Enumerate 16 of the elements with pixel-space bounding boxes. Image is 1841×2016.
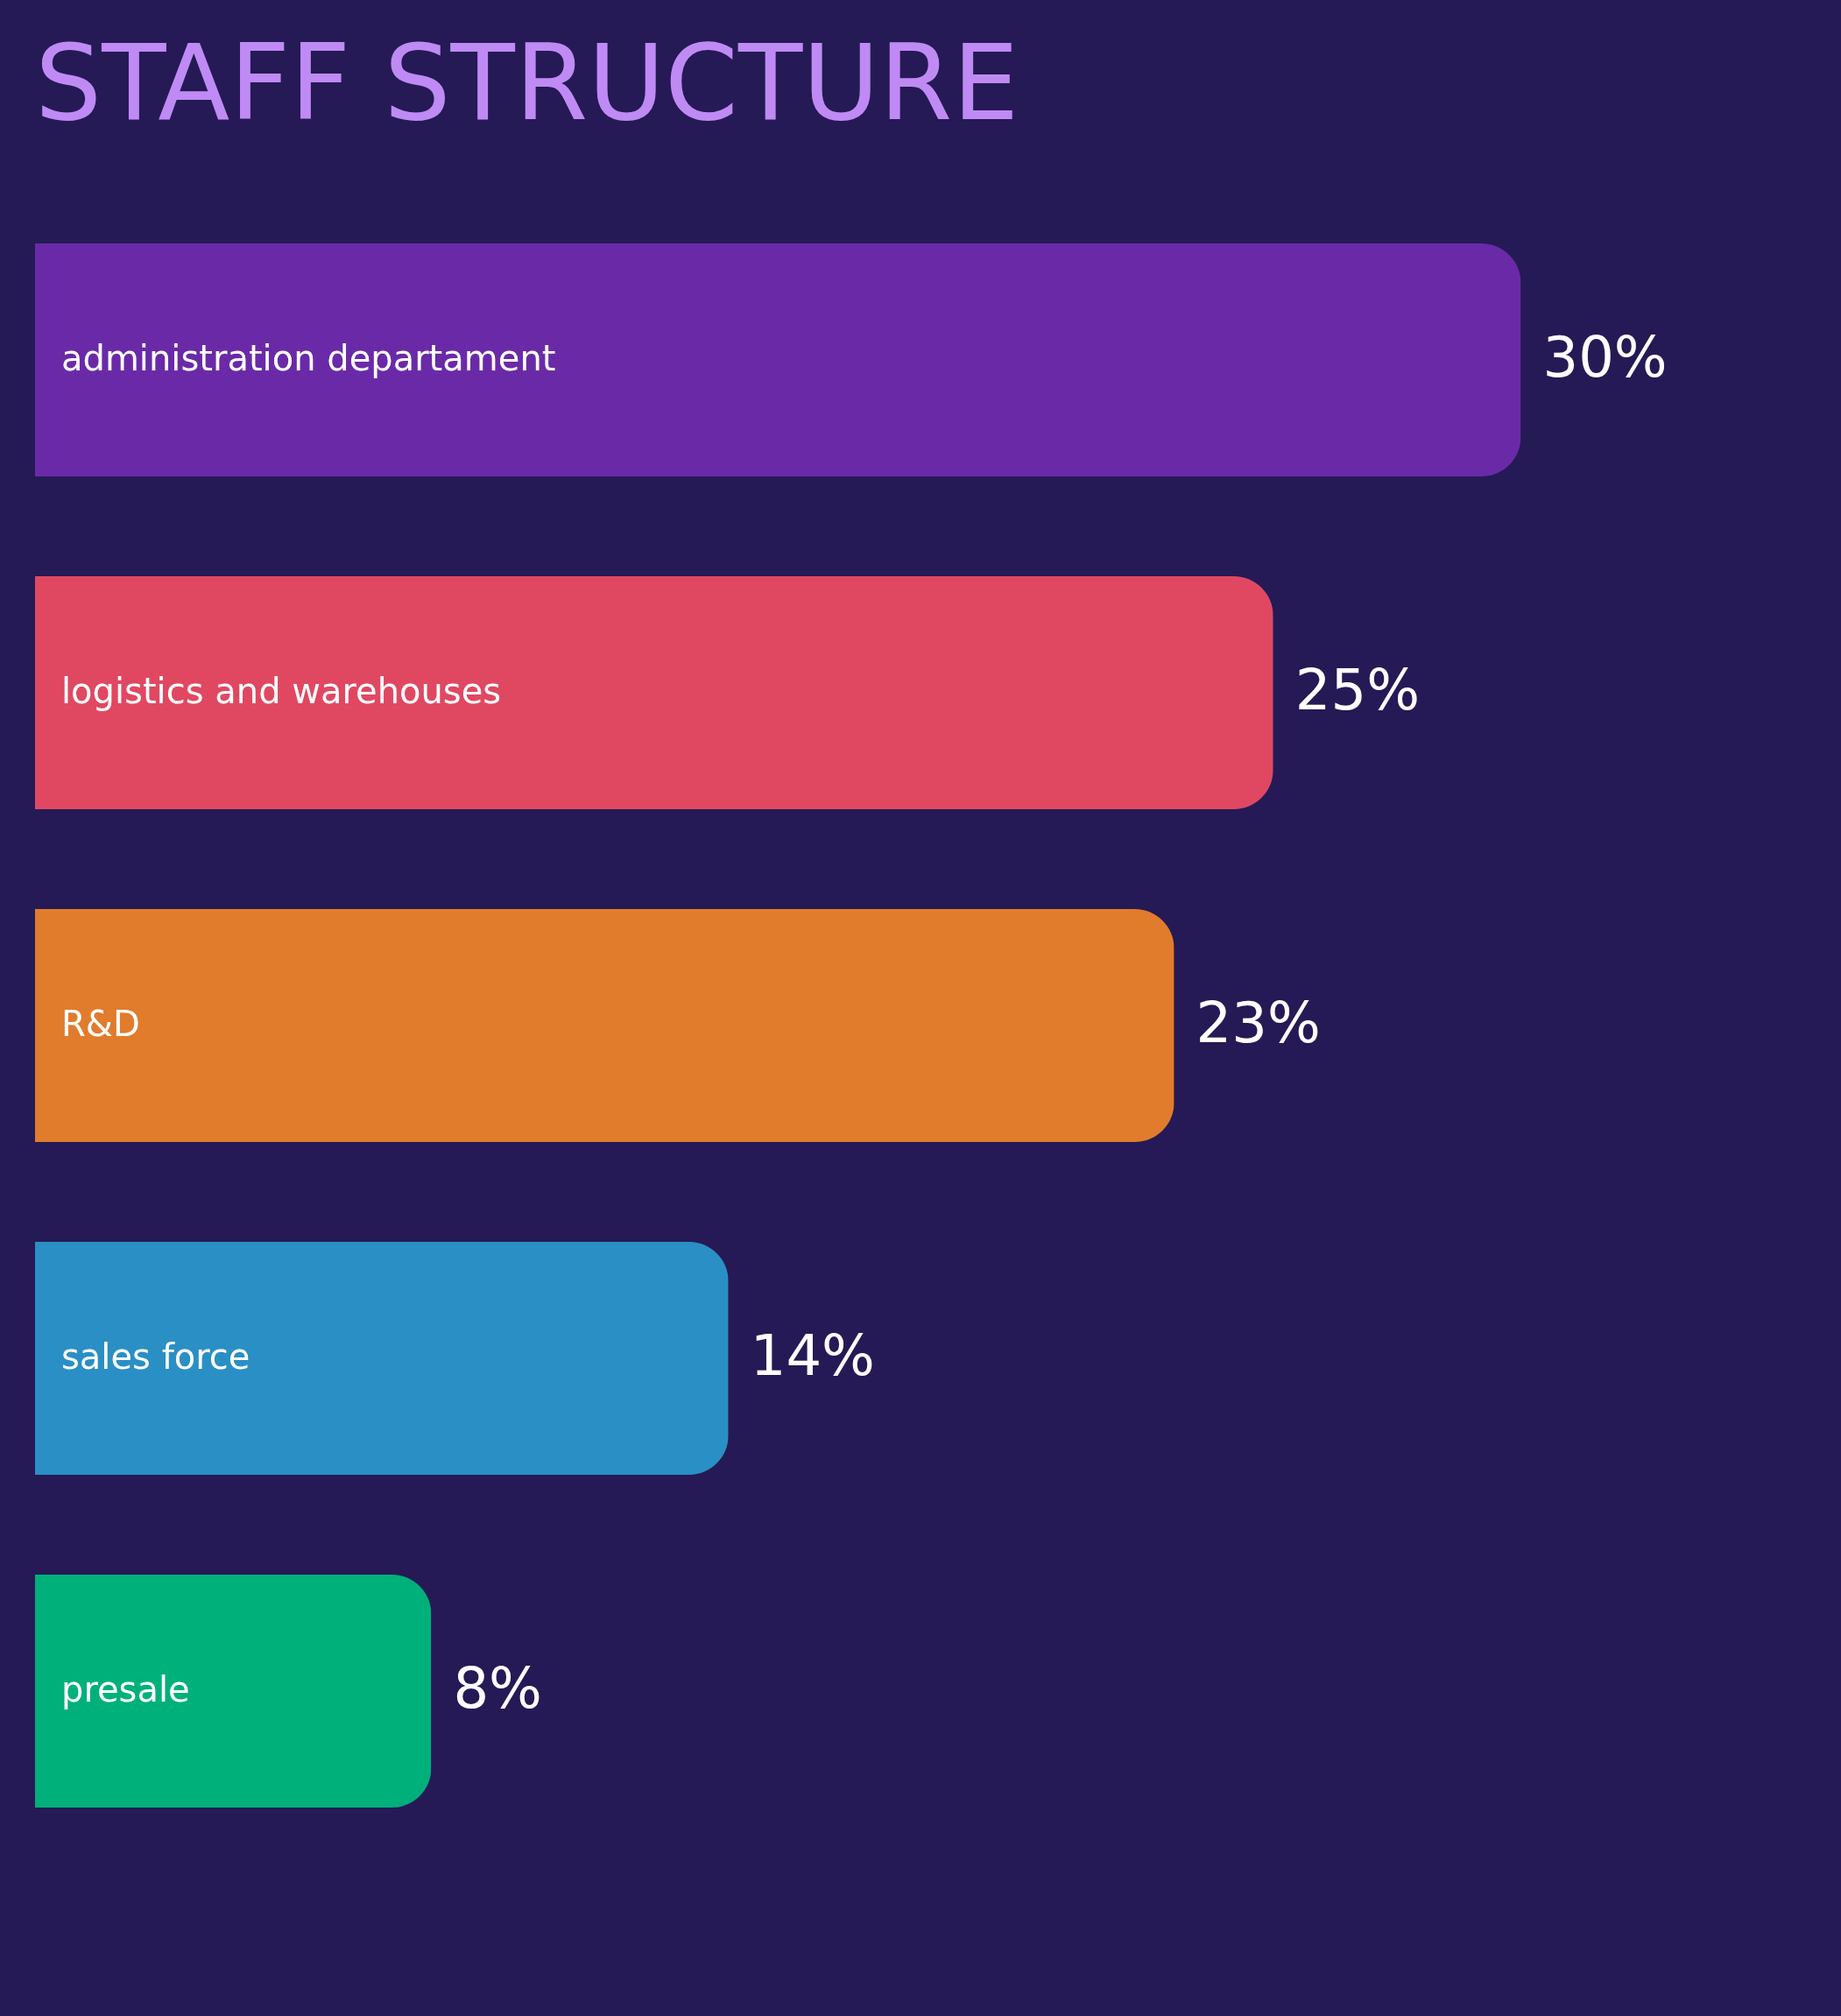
bar xyxy=(35,1242,729,1475)
bar xyxy=(35,909,1174,1142)
bar xyxy=(35,1575,432,1808)
y-tick-label: presale xyxy=(61,1669,190,1709)
y-tick-label: administration departament xyxy=(61,338,556,378)
data-label: 25% xyxy=(1294,658,1420,723)
bar xyxy=(35,243,1521,476)
data-label: 23% xyxy=(1196,990,1321,1055)
data-label: 8% xyxy=(453,1656,542,1721)
y-tick-label: logistics and warehouses xyxy=(61,671,502,711)
chart-title: STAFF STRUCTURE xyxy=(35,22,1019,144)
y-tick-label: R&D xyxy=(61,1004,140,1044)
bar xyxy=(35,576,1273,809)
data-label: 14% xyxy=(750,1323,875,1388)
data-label: 30% xyxy=(1542,325,1668,390)
y-tick-label: sales force xyxy=(61,1336,250,1377)
